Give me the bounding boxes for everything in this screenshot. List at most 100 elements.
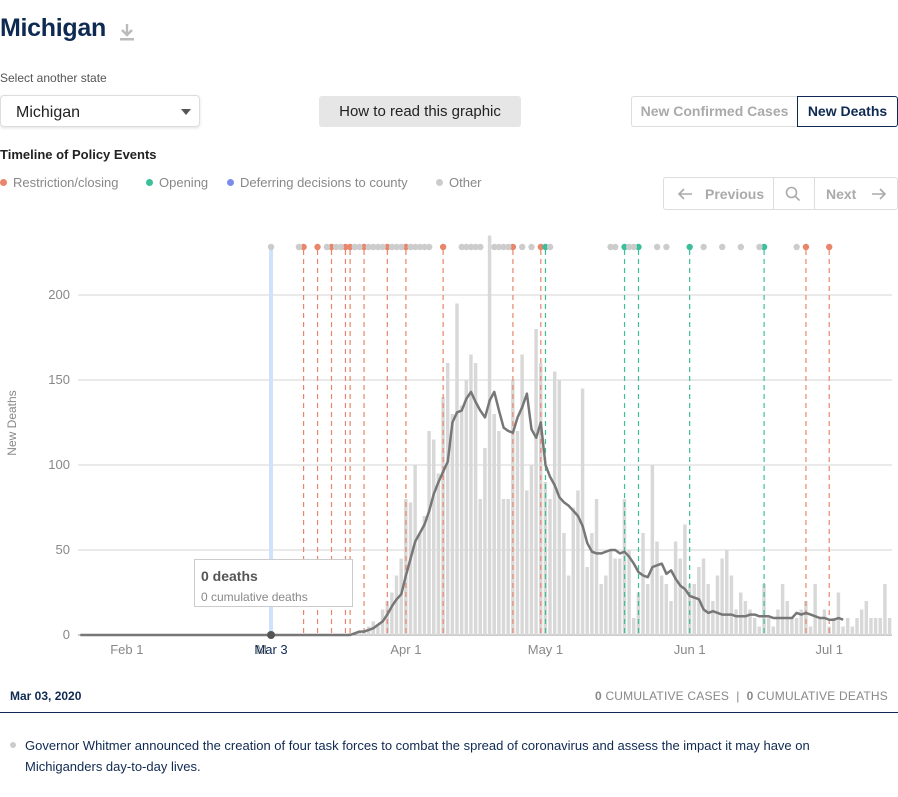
policy-event-dot (625, 243, 633, 251)
legend-label: Other (449, 175, 482, 190)
selected-point (267, 631, 276, 639)
bar (850, 626, 855, 635)
bar (394, 575, 399, 635)
policy-event-dot (384, 243, 391, 251)
chevron-down-icon (181, 109, 191, 115)
bar (538, 363, 543, 635)
policy-event-dot (323, 243, 331, 251)
bar (780, 584, 785, 635)
next-button[interactable]: Next (815, 178, 897, 209)
y-tick-label: 150 (48, 372, 70, 387)
timeline-title: Timeline of Policy Events (0, 147, 157, 162)
search-button[interactable] (773, 178, 815, 209)
x-tick-label: May 1 (528, 642, 563, 657)
policy-event-dot (421, 243, 428, 251)
bar (469, 354, 473, 635)
bar (487, 235, 492, 635)
cumulative-deaths-count: 0 (746, 689, 754, 703)
y-axis-label: New Deaths (5, 390, 19, 455)
policy-event-dot (686, 243, 693, 251)
bar (376, 624, 380, 635)
bar (822, 609, 827, 635)
bar (585, 567, 589, 635)
policy-event-dot (379, 243, 386, 251)
bar (483, 448, 487, 635)
bar (511, 380, 515, 635)
download-icon[interactable] (118, 22, 136, 42)
state-select[interactable]: Michigan (0, 95, 200, 127)
toggle-new-deaths[interactable]: New Deaths (797, 96, 898, 127)
bar (618, 558, 622, 635)
bar (799, 609, 803, 635)
bar (529, 465, 534, 635)
bar (878, 618, 882, 635)
bar (641, 533, 645, 635)
y-tick-label: 0 (63, 627, 70, 642)
bar (855, 618, 859, 635)
policy-event-dot (365, 243, 372, 251)
policy-event-dot (393, 243, 400, 251)
policy-event-dot (346, 243, 354, 251)
bar (608, 550, 613, 635)
chart-tooltip: 0 deaths 0 cumulative deaths (194, 559, 353, 607)
bar (506, 499, 510, 635)
previous-button[interactable]: Previous (664, 178, 774, 209)
policy-event-dot (328, 243, 335, 251)
policy-event-dot (342, 243, 349, 251)
next-label: Next (826, 186, 857, 202)
policy-event-dot (760, 243, 768, 251)
previous-label: Previous (705, 186, 765, 202)
bar (836, 592, 841, 635)
bar (627, 550, 631, 635)
policy-event-dot (412, 243, 419, 251)
bar (832, 618, 836, 635)
search-icon (785, 186, 801, 202)
policy-event-dot (300, 243, 307, 251)
toggle-new-confirmed-cases[interactable]: New Confirmed Cases (631, 96, 797, 127)
bar (720, 558, 724, 635)
policy-event-dot (458, 243, 465, 251)
legend-dot (436, 179, 443, 186)
bar (687, 584, 692, 635)
bar (594, 499, 599, 635)
bar (794, 618, 799, 635)
policy-event-dot (314, 243, 321, 251)
bar (390, 592, 394, 635)
bar (413, 465, 417, 635)
bar (655, 541, 659, 635)
bar (859, 609, 864, 635)
policy-event-dot (528, 243, 535, 251)
bar (715, 575, 720, 635)
bar (478, 499, 482, 635)
bar (571, 507, 576, 635)
legend-item: Opening (146, 175, 208, 190)
bar (604, 575, 608, 635)
bar (804, 601, 808, 635)
bar (841, 626, 845, 635)
select-state-label: Select another state (0, 71, 107, 85)
bar (659, 575, 664, 635)
selected-date-tick-label: Mar 3 (254, 642, 287, 657)
bar (864, 601, 869, 635)
policy-event-dot (370, 243, 377, 251)
bar (729, 575, 734, 635)
bar (678, 558, 682, 635)
bar (673, 541, 678, 635)
policy-event-dot (332, 243, 340, 251)
bar (492, 414, 496, 635)
bar (534, 329, 538, 635)
bar (711, 601, 715, 635)
policy-event-dot (607, 243, 614, 251)
bar (473, 363, 478, 635)
bar (771, 626, 776, 635)
state-select-value: Michigan (16, 104, 81, 121)
policy-event-dot (374, 243, 382, 251)
policy-event-dot (407, 243, 414, 251)
x-tick-label: Jun 1 (674, 642, 706, 657)
policy-event-dot (360, 243, 368, 251)
bar (515, 431, 520, 635)
bar (743, 601, 748, 635)
bar (706, 584, 710, 635)
how-to-read-button[interactable]: How to read this graphic (319, 96, 521, 127)
policy-event-dot (351, 243, 358, 251)
